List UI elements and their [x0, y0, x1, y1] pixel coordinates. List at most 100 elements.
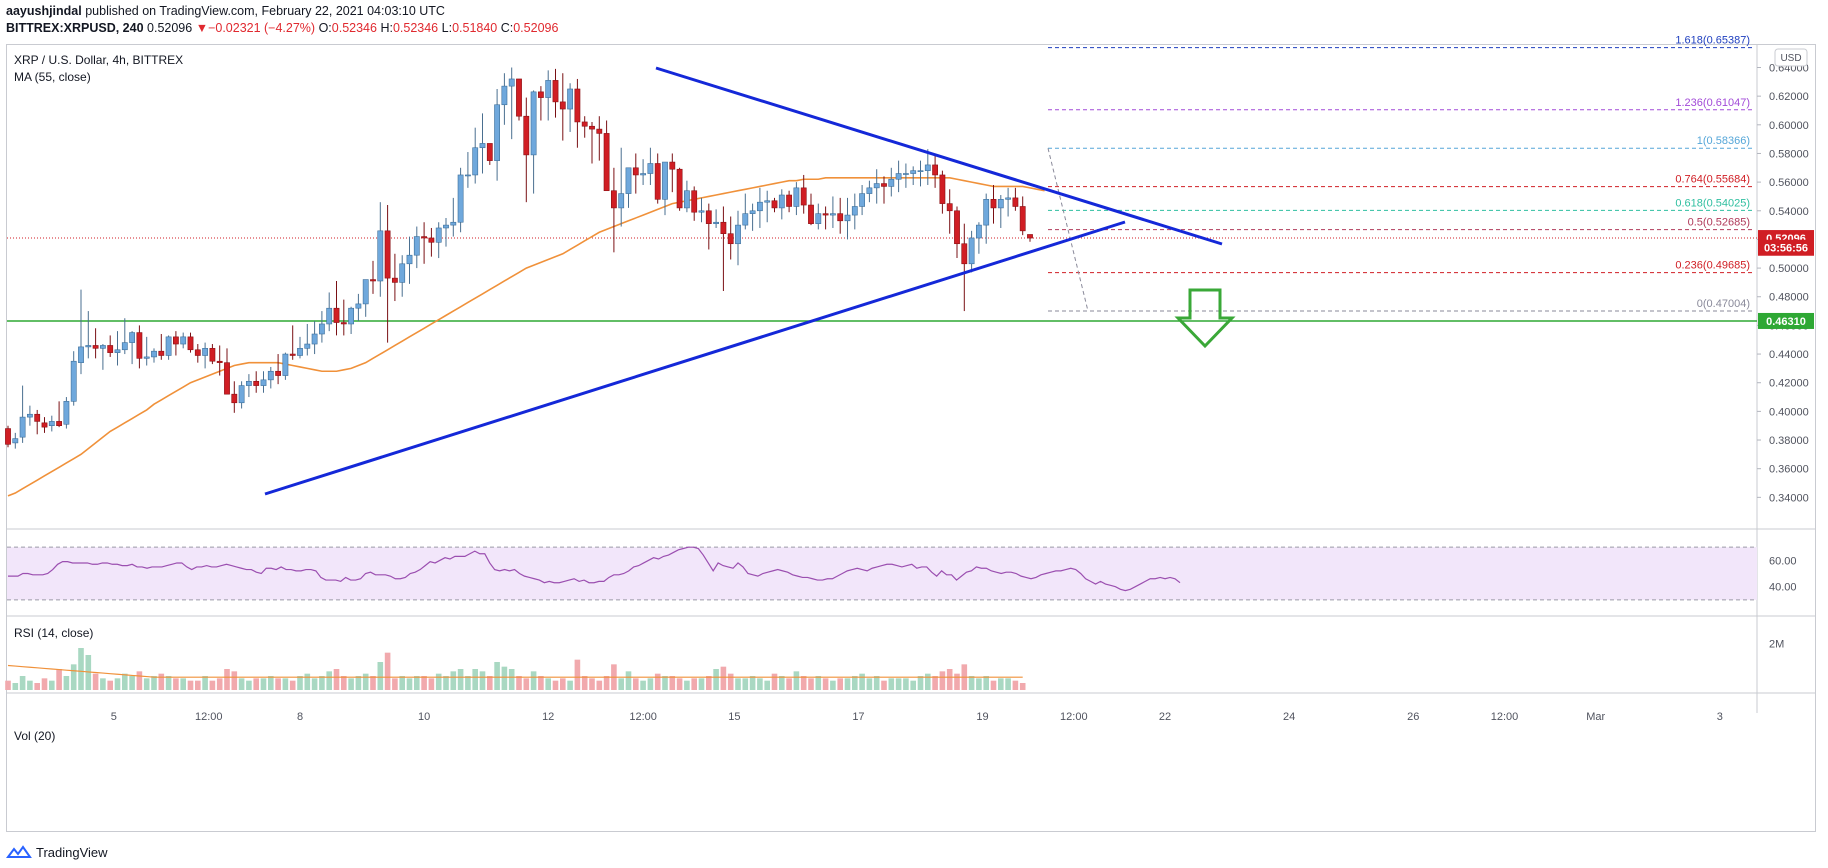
- candle-body: [486, 143, 493, 161]
- time-tick-label: 3: [1717, 711, 1723, 723]
- candle-body: [537, 91, 544, 98]
- volume-bar: [100, 678, 106, 690]
- volume-bar: [268, 676, 274, 690]
- volume-ma-line: [7, 664, 1023, 678]
- candle-body: [435, 227, 442, 243]
- volume-bar: [348, 678, 354, 690]
- candle-body: [355, 303, 362, 309]
- candle-body: [501, 85, 508, 106]
- candle-body: [151, 350, 157, 358]
- volume-bar: [479, 671, 486, 690]
- price-tick-label: 0.56000: [1769, 177, 1809, 189]
- volume-bar: [202, 676, 208, 690]
- volume-bar: [275, 678, 281, 690]
- candle-body: [873, 183, 880, 189]
- volume-bar: [808, 678, 814, 690]
- volume-bar: [19, 676, 26, 690]
- volume-bar: [297, 676, 303, 690]
- candle-body: [968, 237, 975, 265]
- candle-body: [48, 421, 55, 427]
- candle-body: [289, 353, 296, 356]
- volume-bar: [435, 673, 442, 690]
- candle-body: [815, 213, 822, 224]
- candle-body: [428, 237, 435, 243]
- candle-body: [888, 178, 895, 187]
- volume-bar: [143, 678, 150, 690]
- volume-bar: [260, 678, 267, 690]
- candle-body: [304, 343, 311, 349]
- rsi-tick-label: 40.00: [1769, 582, 1797, 594]
- candle-body: [727, 233, 734, 245]
- volume-bar: [231, 671, 238, 690]
- candle-body: [114, 349, 121, 353]
- volume-bar: [384, 652, 391, 690]
- volume-bar: [888, 678, 895, 690]
- time-tick-label: 22: [1159, 711, 1171, 723]
- volume-bar: [990, 680, 997, 690]
- candle-body: [844, 214, 851, 222]
- publisher-name[interactable]: aayushjindal: [6, 4, 82, 18]
- candle-body: [610, 190, 617, 209]
- candle-body: [683, 190, 690, 209]
- candle-body: [822, 213, 829, 216]
- volume-bar: [698, 678, 705, 690]
- rsi-tick-label: 60.00: [1769, 555, 1797, 567]
- candle-body: [990, 199, 997, 209]
- candle-body: [545, 80, 552, 98]
- volume-tick-label: 2M: [1769, 638, 1784, 650]
- volume-bar: [764, 680, 770, 690]
- volume-bar: [596, 680, 603, 690]
- time-tick-label: 24: [1283, 711, 1295, 723]
- candle-body: [859, 193, 865, 207]
- symbol-label: BITTREX:XRPUSD, 240: [6, 21, 144, 35]
- candle-body: [143, 356, 150, 359]
- candle-body: [902, 173, 909, 175]
- volume-bar: [173, 678, 179, 690]
- price-axis-badge-label: 0.46310: [1766, 316, 1806, 328]
- close-value: 0.52096: [513, 21, 559, 35]
- volume-bar: [355, 676, 362, 690]
- candle-body: [391, 277, 398, 283]
- volume-bar: [49, 680, 55, 690]
- publish-text: published on TradingView.com, February 2…: [85, 4, 445, 18]
- footer-brand[interactable]: TradingView: [36, 844, 108, 860]
- time-tick-label: 17: [852, 711, 864, 723]
- fib-level-label: 0.618(0.54025): [1675, 197, 1750, 209]
- volume-bar: [830, 680, 836, 690]
- candle-body: [70, 360, 77, 402]
- candle-body: [406, 254, 413, 265]
- volume-bar: [282, 678, 289, 690]
- volume-bar: [932, 676, 938, 690]
- candle-body: [808, 204, 814, 224]
- volume-bar: [852, 676, 858, 690]
- candle-body: [12, 438, 19, 444]
- volume-bar: [56, 669, 62, 690]
- volume-bar: [625, 671, 632, 690]
- volume-bar: [727, 673, 734, 690]
- high-label: H:: [380, 21, 393, 35]
- volume-bar: [1019, 683, 1026, 690]
- volume-bar: [976, 678, 982, 690]
- rsi-label: RSI (14, close): [14, 626, 93, 640]
- candle-body: [158, 350, 165, 356]
- volume-bar: [253, 678, 259, 690]
- volume-bar: [216, 678, 223, 690]
- currency-badge-label: USD: [1780, 53, 1801, 64]
- candle-body: [910, 170, 917, 174]
- candle-body: [209, 348, 216, 362]
- volume-bar: [1012, 680, 1019, 690]
- volume-bar: [129, 676, 135, 690]
- candle-body: [625, 167, 632, 194]
- candle-body: [413, 236, 420, 256]
- tradingview-logo-icon[interactable]: [6, 845, 32, 859]
- volume-bar: [392, 678, 398, 690]
- volume-bar: [289, 680, 296, 690]
- volume-bar: [443, 676, 449, 690]
- candle-body: [129, 332, 135, 343]
- candle-body: [121, 342, 128, 351]
- time-tick-label: 5: [111, 711, 117, 723]
- candle-body: [311, 333, 318, 345]
- chart-title: XRP / U.S. Dollar, 4h, BITTREX: [14, 53, 183, 67]
- volume-bar: [151, 676, 157, 690]
